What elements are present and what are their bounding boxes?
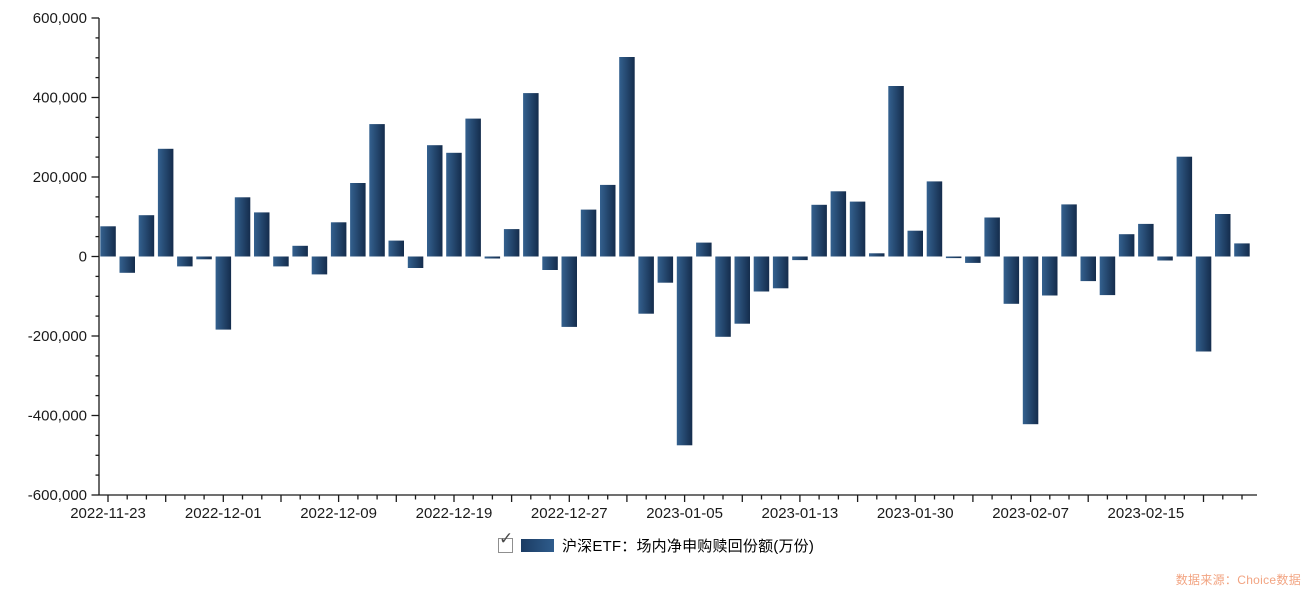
- source-note: 数据来源：Choice数据: [1175, 573, 1301, 587]
- svg-text:-600,000: -600,000: [28, 487, 87, 504]
- svg-text:2022-12-27: 2022-12-27: [531, 505, 608, 522]
- svg-text:-200,000: -200,000: [28, 328, 87, 345]
- legend-label: 沪深ETF：场内净申购赎回份额(万份): [561, 537, 815, 555]
- checkmark-icon: ✓: [498, 528, 514, 548]
- svg-text:-400,000: -400,000: [28, 408, 87, 425]
- legend-checkbox[interactable]: ✓: [497, 530, 513, 553]
- legend-swatch: [520, 538, 554, 552]
- svg-text:400,000: 400,000: [33, 90, 87, 107]
- svg-text:2023-01-05: 2023-01-05: [646, 505, 723, 522]
- svg-text:0: 0: [79, 249, 87, 266]
- svg-text:2023-02-07: 2023-02-07: [992, 505, 1069, 522]
- svg-text:2022-12-01: 2022-12-01: [185, 505, 262, 522]
- svg-text:600,000: 600,000: [33, 10, 87, 27]
- svg-text:2022-12-09: 2022-12-09: [300, 505, 377, 522]
- svg-text:2023-02-15: 2023-02-15: [1108, 505, 1185, 522]
- svg-text:2023-01-30: 2023-01-30: [877, 505, 954, 522]
- legend: ✓ 沪深ETF：场内净申购赎回份额(万份): [0, 530, 1312, 557]
- svg-text:2023-01-13: 2023-01-13: [762, 505, 839, 522]
- svg-text:2022-12-19: 2022-12-19: [416, 505, 493, 522]
- bar-chart: -600,000 -400,000 -200,000 0 200,000 400,000 6…: [28, 10, 1257, 522]
- svg-text:2022-11-23: 2022-11-23: [70, 505, 146, 522]
- svg-text:200,000: 200,000: [33, 169, 87, 186]
